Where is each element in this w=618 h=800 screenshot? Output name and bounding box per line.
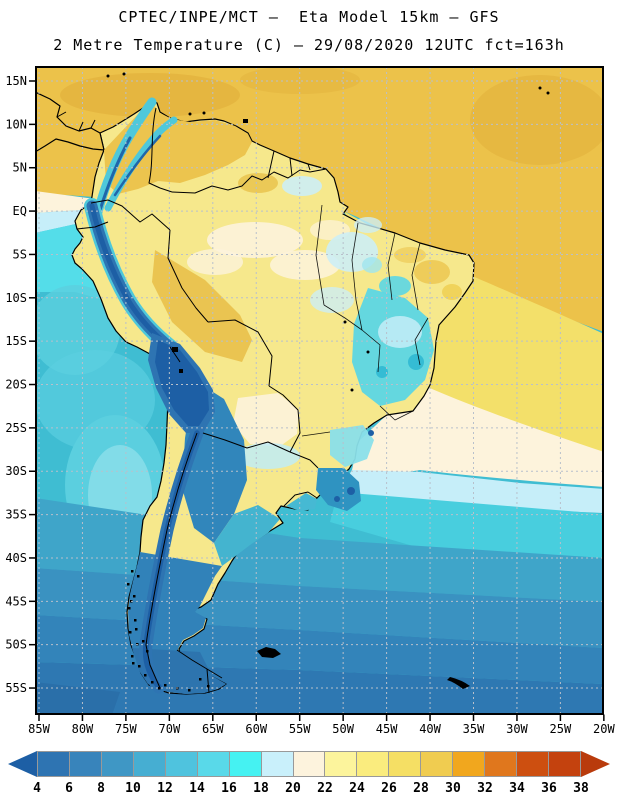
colorbar-cell <box>197 752 230 776</box>
falkland-islands <box>257 647 281 658</box>
y-axis-label: 20S <box>5 378 27 392</box>
south-brazil-cold <box>316 468 361 511</box>
colorbar-cell <box>165 752 198 776</box>
colorbar-cell <box>485 752 518 776</box>
colorbar-tick-label: 38 <box>573 781 589 796</box>
altiplano-lakes <box>172 347 183 373</box>
y-axis-label: 5N <box>13 161 27 175</box>
ocean-cyan-band <box>330 492 603 560</box>
colorbar-tick-label: 20 <box>285 781 301 796</box>
colorbar-tick-label: 28 <box>413 781 429 796</box>
colorbar-cell <box>421 752 454 776</box>
uruguay <box>286 493 317 511</box>
colorbar-tick-label: 4 <box>33 781 41 796</box>
colorbar-tick-label: 14 <box>189 781 205 796</box>
y-axis-label: 40S <box>5 551 27 565</box>
y-axis-label: 55S <box>5 681 27 695</box>
chaco-cream <box>233 393 299 447</box>
x-axis-label: 75W <box>115 722 137 736</box>
colorbar-cell <box>389 752 422 776</box>
x-axis-label: 50W <box>332 722 354 736</box>
fjord-speckles <box>127 570 210 692</box>
south-georgia <box>447 677 470 689</box>
y-axis-label: 50S <box>5 638 27 652</box>
colorbar-tick-label: 12 <box>157 781 173 796</box>
central-america <box>36 91 105 153</box>
altiplano-core <box>155 340 209 426</box>
x-axis-label: 25W <box>550 722 572 736</box>
colorbar-tick-label: 26 <box>381 781 397 796</box>
state-borders <box>301 204 429 437</box>
x-axis-label: 20W <box>593 722 615 736</box>
colorbar-cell <box>133 752 166 776</box>
ocean-palecyan-band <box>338 470 603 513</box>
colorbar-cell <box>293 752 326 776</box>
colorbar-tick-label: 18 <box>253 781 269 796</box>
y-axis-label: 45S <box>5 594 27 608</box>
x-axis-label: 35W <box>463 722 485 736</box>
andes-layer <box>84 97 370 694</box>
sao-paulo-cyan <box>330 425 374 467</box>
x-axis-label: 85W <box>28 722 50 736</box>
colorbar-left-arrow <box>8 751 37 777</box>
ocean-eq-cream <box>36 191 99 213</box>
colorbar-tick-label: 32 <box>477 781 493 796</box>
colorbar-cell <box>38 752 70 776</box>
colorbar-cell <box>261 752 294 776</box>
axis-ticks <box>29 80 605 721</box>
colorbar-tick-label: 6 <box>65 781 73 796</box>
colorbar-right-arrow <box>581 751 610 777</box>
colorbar-cell <box>357 752 390 776</box>
pampas <box>214 505 280 566</box>
colorbar-cell <box>325 752 358 776</box>
x-axis-label: 60W <box>245 722 267 736</box>
map-title: CPTEC/INPE/MCT – Eta Model 15km – GFS <box>118 8 500 26</box>
y-axis-label: 15N <box>5 74 27 88</box>
colorbar-cells <box>37 751 581 777</box>
y-axis-label: 25S <box>5 421 27 435</box>
x-axis-label: 45W <box>376 722 398 736</box>
colorbar-tick-label: 16 <box>221 781 237 796</box>
colorbar-cell <box>549 752 580 776</box>
map-frame <box>35 66 604 715</box>
colorbar-cell <box>453 752 486 776</box>
colorbar-tick-label: 22 <box>317 781 333 796</box>
colorbar-tick-label: 10 <box>125 781 141 796</box>
x-axis-label: 65W <box>202 722 224 736</box>
colorbar-tick-label: 34 <box>509 781 525 796</box>
colorbar-tick-label: 36 <box>541 781 557 796</box>
y-axis-label: 10S <box>5 291 27 305</box>
x-axis-label: 30W <box>506 722 528 736</box>
colorbar-cell <box>69 752 102 776</box>
colorbar-legend: 4 6 8 10 12 14 16 18 20 22 24 26 28 30 32 34 36 38 <box>8 751 610 797</box>
axis-labels: 85W 80W 75W 70W 65W 60W 55W 50W 45W 40W 35W 30W 25W 2… <box>5 74 615 736</box>
colorbar-tick-label: 24 <box>349 781 365 796</box>
y-axis-label: 10N <box>5 117 27 131</box>
colorbar-tick-label: 8 <box>97 781 105 796</box>
colorbar-tick-label: 30 <box>445 781 461 796</box>
x-axis-label: 70W <box>159 722 181 736</box>
map-canvas: 85W 80W 75W 70W 65W 60W 55W 50W 45W 40W 35W 30W 25W 2… <box>5 66 615 736</box>
y-axis-label: 5S <box>13 247 27 261</box>
x-axis-label: 80W <box>72 722 94 736</box>
y-axis-label: 35S <box>5 508 27 522</box>
ocean-cream-band <box>352 386 603 487</box>
ocean-sw-dark <box>36 682 120 714</box>
trinidad <box>243 119 248 123</box>
x-axis-label: 40W <box>419 722 441 736</box>
borders-layer <box>56 107 429 694</box>
highland-specks <box>343 320 370 392</box>
y-axis-label: 30S <box>5 464 27 478</box>
colorbar-cell <box>517 752 549 776</box>
colorbar-cell <box>101 752 134 776</box>
x-axis-label: 55W <box>289 722 311 736</box>
islands-layer <box>106 72 550 689</box>
colorbar-cell <box>229 752 262 776</box>
map-subtitle: 2 Metre Temperature (C) – 29/08/2020 12U… <box>53 36 565 54</box>
y-axis-label: 15S <box>5 334 27 348</box>
y-axis-label: EQ <box>13 204 27 218</box>
